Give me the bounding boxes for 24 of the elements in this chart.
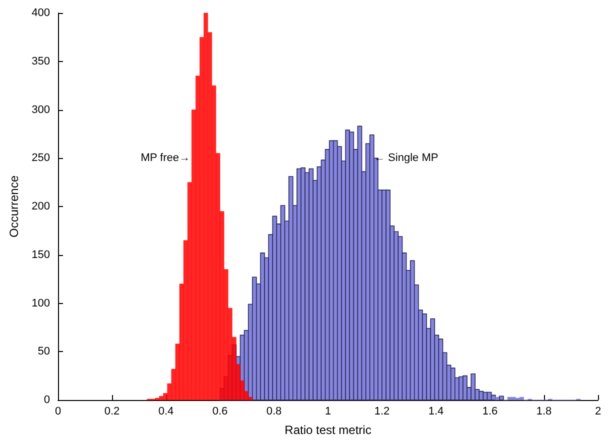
x-axis-title: Ratio test metric	[284, 423, 372, 437]
x-tick-label: 0	[54, 406, 62, 418]
y-tick-label: 200	[32, 200, 50, 212]
x-tick-label: 1.8	[536, 406, 552, 418]
y-tick-label: 0	[44, 394, 50, 406]
x-tick-label: 1.6	[482, 406, 498, 418]
annotation: MP free→	[140, 152, 190, 164]
x-tick-label: 1	[324, 406, 332, 418]
annotation: ← Single MP	[374, 152, 438, 164]
y-tick-label: 250	[32, 152, 50, 164]
y-axis-title: Occurrence	[7, 175, 21, 238]
x-tick-label: 0.6	[212, 406, 228, 418]
x-tick-label: 1.4	[428, 406, 444, 418]
x-tick-label: 2	[594, 406, 602, 418]
y-tick-label: 50	[38, 346, 50, 358]
x-tick-label: 0.2	[104, 406, 120, 418]
x-tick-label: 0.8	[266, 406, 282, 418]
y-tick-label: 150	[32, 248, 50, 261]
x-tick-label: 1.2	[374, 406, 390, 418]
y-tick-label: 300	[32, 104, 50, 116]
y-tick-label: 350	[32, 55, 50, 68]
y-tick-label: 400	[32, 7, 50, 19]
y-tick-label: 100	[32, 297, 50, 310]
x-tick-label: 0.4	[158, 406, 174, 418]
